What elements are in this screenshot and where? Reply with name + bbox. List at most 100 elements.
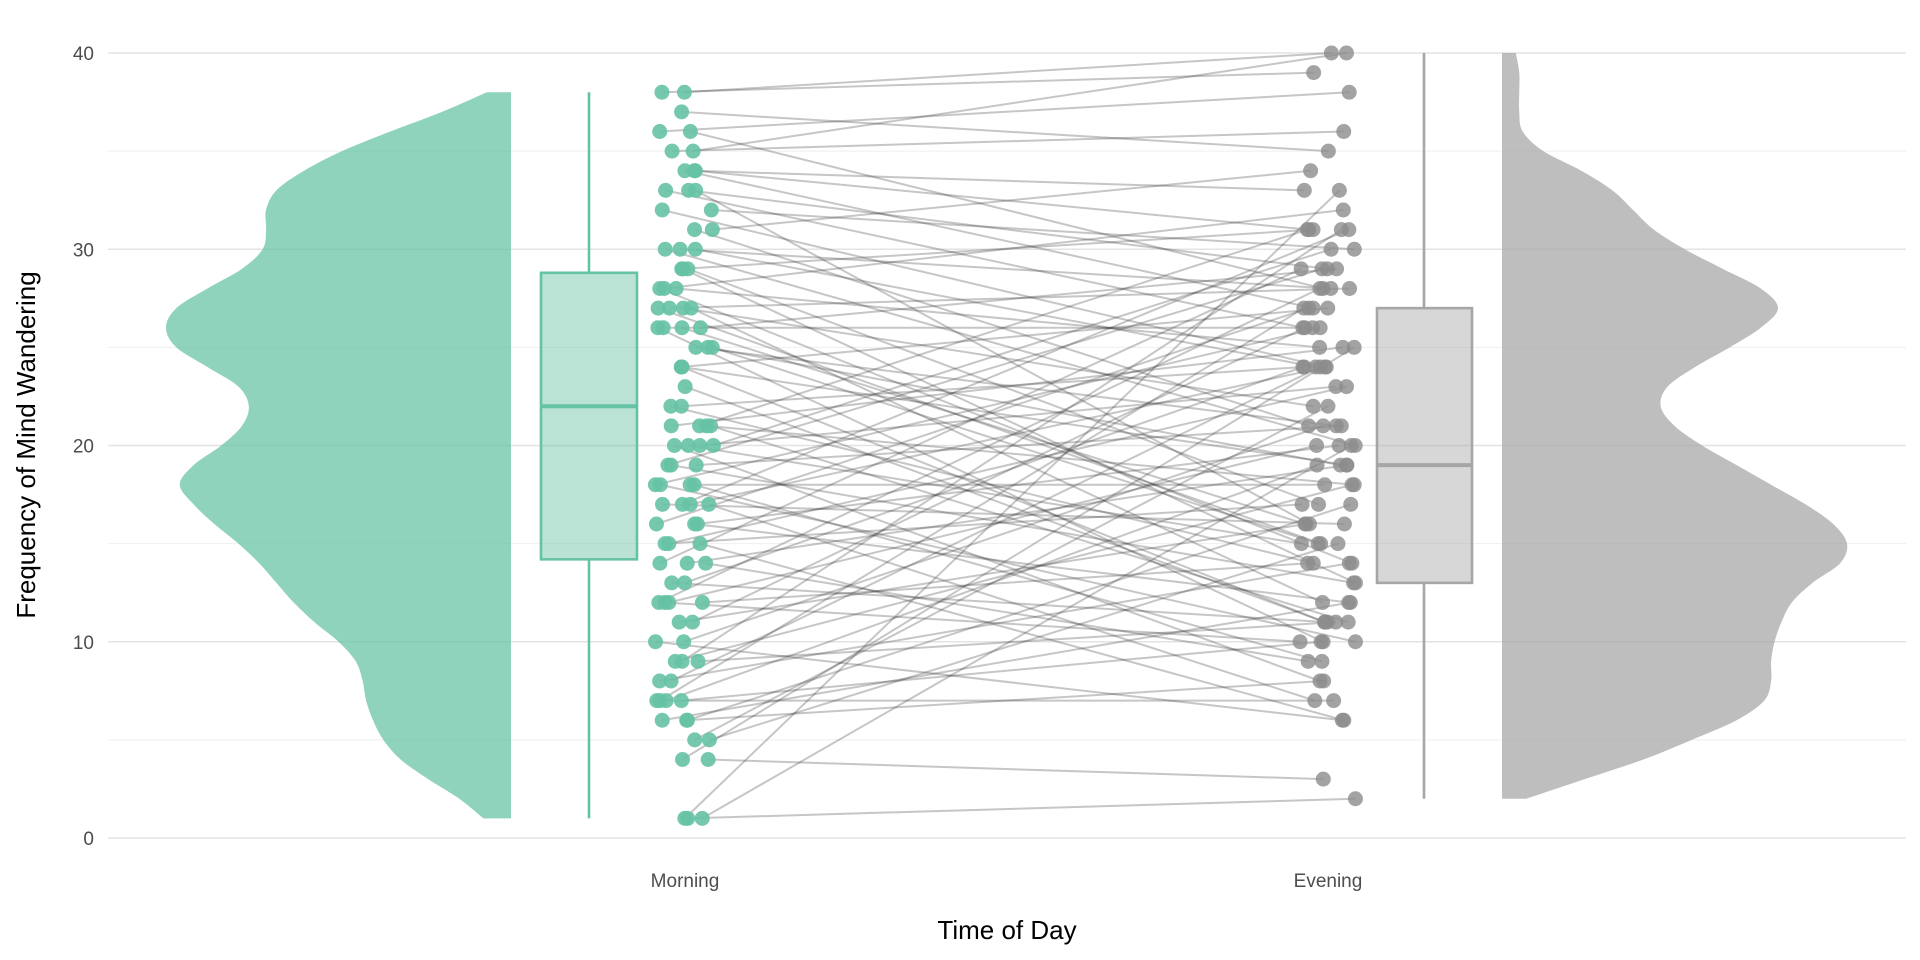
- morning-point: [692, 438, 708, 453]
- morning-point: [654, 84, 670, 100]
- morning-point: [700, 752, 716, 767]
- pair-line: [684, 169, 1314, 310]
- morning-point: [652, 281, 668, 296]
- evening-point: [1328, 379, 1344, 395]
- pair-line: [674, 444, 1321, 682]
- morning-point: [664, 143, 680, 159]
- morning-point: [649, 693, 665, 709]
- pair-line: [699, 385, 1336, 447]
- morning-point: [677, 379, 693, 395]
- pair-line: [672, 130, 1344, 153]
- morning-point: [657, 241, 673, 257]
- boxplots: [539, 53, 1474, 819]
- evening-point: [1293, 261, 1309, 277]
- pair-line: [681, 307, 1328, 368]
- morning-point: [684, 614, 700, 630]
- y-axis-title: Frequency of Mind Wandering: [11, 271, 41, 618]
- pair-line: [679, 523, 1307, 624]
- evening-point: [1331, 438, 1347, 453]
- morning-point: [700, 339, 716, 355]
- morning-point: [657, 595, 673, 610]
- evening-point: [1317, 477, 1333, 493]
- pair-line: [696, 424, 1342, 467]
- morning-point: [663, 457, 679, 473]
- evening-point: [1338, 45, 1354, 61]
- evening-point: [1340, 614, 1356, 630]
- pair-line: [694, 169, 1305, 192]
- morning-point: [688, 457, 704, 473]
- pair-line: [662, 601, 1351, 722]
- pair-line: [665, 503, 1303, 545]
- pair-line: [694, 523, 1349, 604]
- pair-line: [681, 110, 1329, 153]
- evening-point: [1343, 438, 1359, 453]
- pair-line: [681, 228, 1350, 506]
- morning-point: [704, 222, 720, 238]
- evening-point: [1294, 496, 1310, 512]
- pair-line: [681, 326, 1306, 525]
- pair-line: [659, 287, 1353, 565]
- pair-line: [692, 52, 1347, 153]
- pair-line: [695, 346, 1337, 427]
- pair-line: [681, 228, 1342, 663]
- pair-line: [681, 640, 1322, 702]
- evening-point: [1309, 457, 1325, 473]
- evening-point: [1333, 222, 1349, 238]
- pair-line: [712, 346, 1319, 545]
- morning-point: [661, 300, 677, 316]
- evening-point: [1339, 379, 1355, 395]
- pair-line: [681, 346, 1355, 761]
- morning-point: [652, 477, 668, 493]
- pair-line: [659, 267, 1302, 565]
- pair-line: [690, 366, 1327, 506]
- pair-line: [701, 444, 1352, 820]
- pair-line: [667, 267, 1323, 467]
- evening-point: [1320, 143, 1336, 159]
- pair-line: [697, 444, 1340, 525]
- pair-line: [706, 424, 1355, 486]
- morning-point: [692, 536, 708, 552]
- pair-line: [712, 169, 1311, 231]
- pair-line: [708, 758, 1324, 781]
- evening-point: [1336, 712, 1352, 728]
- pair-line: [665, 464, 1318, 702]
- pair-line: [681, 228, 1314, 270]
- morning-point: [687, 163, 703, 179]
- pair-line: [680, 248, 1331, 290]
- pair-line: [684, 52, 1332, 94]
- pair-line: [705, 562, 1309, 663]
- y-tick-label: 0: [83, 829, 94, 850]
- pair-line: [662, 209, 1326, 368]
- morning-point: [657, 536, 673, 552]
- evening-point: [1312, 320, 1328, 336]
- evening-point: [1297, 320, 1313, 336]
- evening-point: [1313, 634, 1329, 650]
- evening-point: [1296, 300, 1312, 316]
- pair-line: [661, 71, 1314, 94]
- morning-point: [676, 634, 692, 650]
- morning-point: [688, 182, 704, 198]
- morning-point: [703, 418, 719, 434]
- pair-line: [687, 464, 1347, 565]
- pair-line: [675, 483, 1353, 663]
- evening-point: [1341, 555, 1357, 571]
- morning-point: [654, 202, 670, 218]
- pair-line: [694, 405, 1329, 741]
- evening-point: [1312, 359, 1328, 375]
- morning-point: [655, 496, 671, 512]
- x-tick-label-morning: Morning: [651, 871, 720, 892]
- pair-line: [657, 326, 1324, 643]
- evening-point: [1317, 614, 1333, 630]
- pair-line: [668, 444, 1317, 604]
- evening-point: [1299, 222, 1315, 238]
- evening-point: [1336, 124, 1352, 139]
- morning-point: [648, 634, 664, 650]
- pair-line: [688, 444, 1302, 545]
- morning-point: [663, 398, 679, 414]
- morning-point: [679, 555, 695, 571]
- evening-point: [1326, 693, 1342, 709]
- morning-point: [703, 202, 719, 218]
- morning-point: [688, 339, 704, 355]
- morning-density-cloud: [166, 92, 511, 819]
